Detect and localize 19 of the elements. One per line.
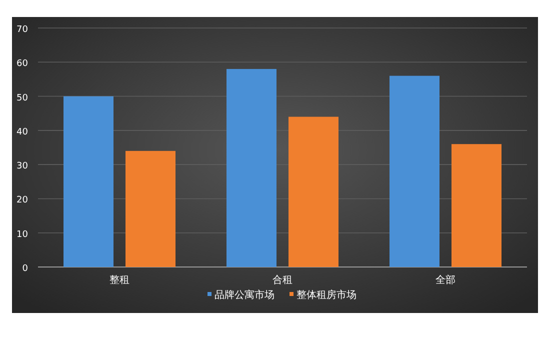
bar xyxy=(126,150,176,267)
y-tick-label: 10 xyxy=(16,230,28,240)
y-tick-label: 60 xyxy=(16,59,28,70)
y-tick-label: 50 xyxy=(16,93,28,104)
y-tick-label: 30 xyxy=(16,162,28,172)
legend-label: 品牌公寓市场 xyxy=(214,289,274,301)
y-tick-label: 0 xyxy=(22,264,28,274)
y-tick-label: 20 xyxy=(16,196,28,206)
x-tick-label: 全部 xyxy=(436,274,456,286)
bar xyxy=(452,144,502,267)
legend-label: 整体租房市场 xyxy=(296,289,356,301)
bar xyxy=(226,68,276,267)
x-tick-label: 整租 xyxy=(110,274,130,286)
y-tick-label: 40 xyxy=(16,127,28,138)
bar xyxy=(288,116,338,267)
y-tick-label: 70 xyxy=(16,25,28,35)
x-tick-label: 合租 xyxy=(272,274,292,286)
bar xyxy=(390,76,440,267)
bar xyxy=(64,96,114,267)
